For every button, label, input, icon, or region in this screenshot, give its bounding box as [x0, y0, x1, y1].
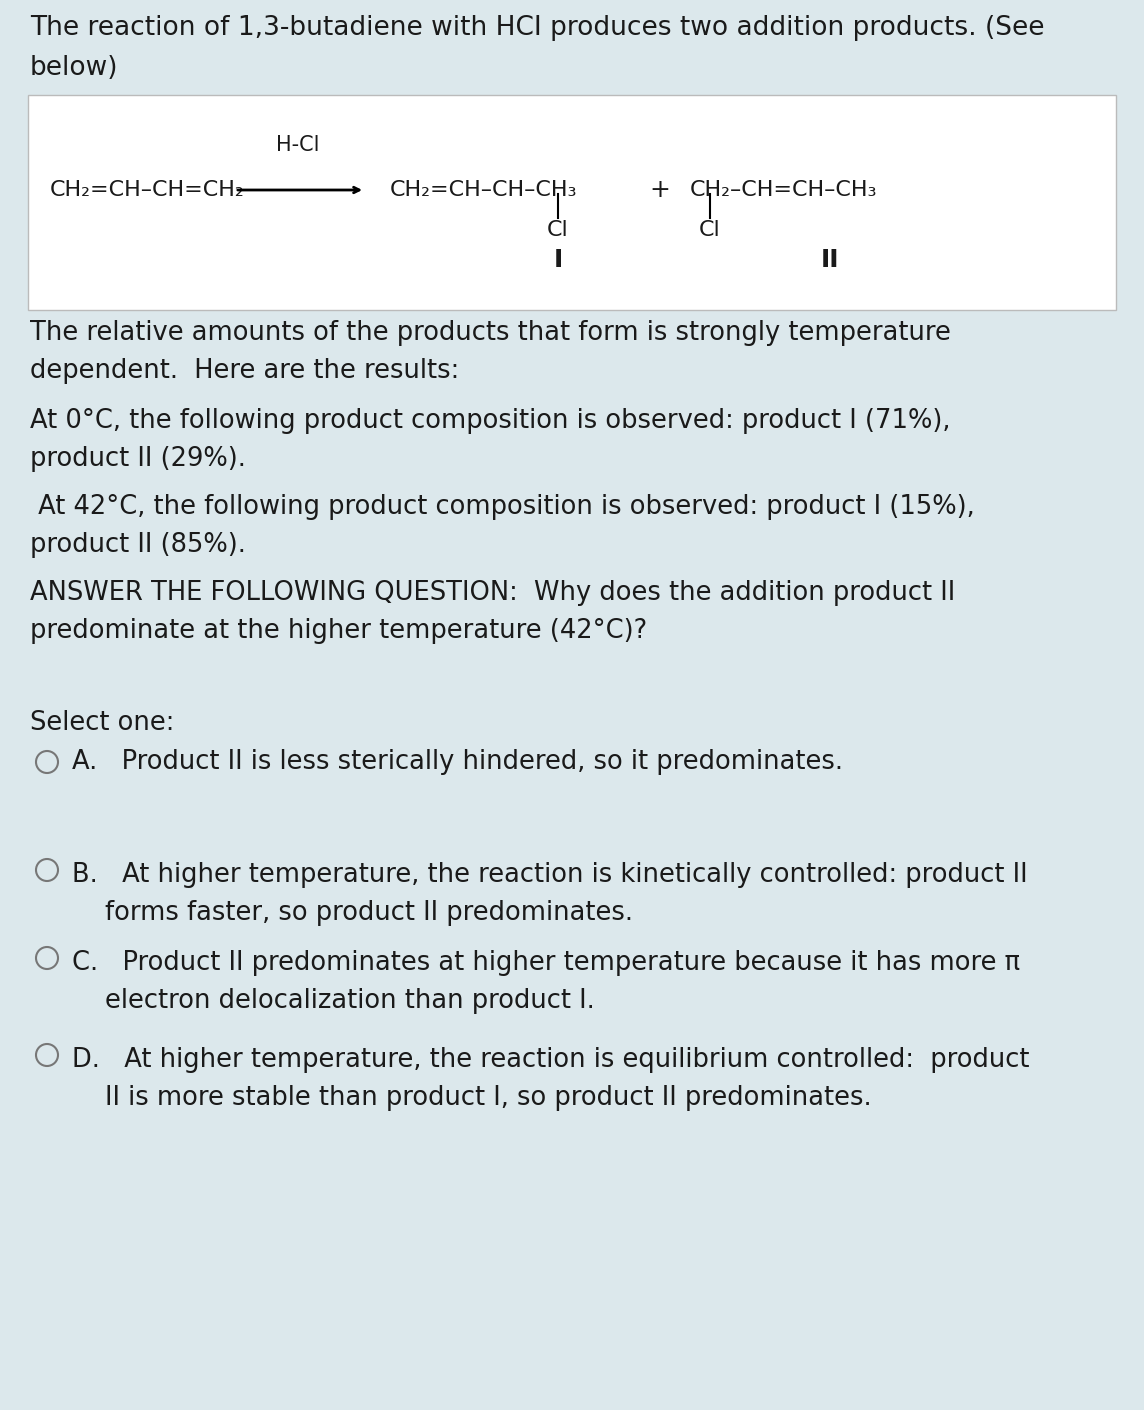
Text: B.   At higher temperature, the reaction is kinetically controlled: product II: B. At higher temperature, the reaction i…: [72, 862, 1027, 888]
Text: CH₂=CH–CH=CH₂: CH₂=CH–CH=CH₂: [50, 180, 245, 200]
Text: ANSWER THE FOLLOWING QUESTION:  Why does the addition product II: ANSWER THE FOLLOWING QUESTION: Why does …: [30, 580, 955, 606]
Text: electron delocalization than product I.: electron delocalization than product I.: [105, 988, 595, 1014]
Text: +: +: [650, 178, 670, 202]
Text: At 0°C, the following product composition is observed: product I (71%),: At 0°C, the following product compositio…: [30, 407, 951, 434]
Text: I: I: [554, 248, 563, 272]
Text: product II (85%).: product II (85%).: [30, 532, 246, 558]
Bar: [27, 94, 1117, 310]
Text: D.   At higher temperature, the reaction is equilibrium controlled:  product: D. At higher temperature, the reaction i…: [72, 1048, 1030, 1073]
Text: Cl: Cl: [699, 220, 721, 240]
Text: forms faster, so product II predominates.: forms faster, so product II predominates…: [105, 900, 633, 926]
Circle shape: [35, 948, 58, 969]
Text: dependent.  Here are the results:: dependent. Here are the results:: [30, 358, 459, 384]
Circle shape: [35, 752, 58, 773]
Text: predominate at the higher temperature (42°C)?: predominate at the higher temperature (4…: [30, 618, 648, 644]
Text: H-Cl: H-Cl: [276, 135, 320, 155]
Text: The relative amounts of the products that form is strongly temperature: The relative amounts of the products tha…: [30, 320, 951, 345]
Text: Select one:: Select one:: [30, 711, 174, 736]
Text: CH₂=CH–CH–CH₃: CH₂=CH–CH–CH₃: [390, 180, 578, 200]
Circle shape: [35, 1043, 58, 1066]
Text: below): below): [30, 55, 119, 80]
Text: C.   Product II predominates at higher temperature because it has more π: C. Product II predominates at higher tem…: [72, 950, 1020, 976]
Text: II: II: [820, 248, 840, 272]
Text: CH₂–CH=CH–CH₃: CH₂–CH=CH–CH₃: [690, 180, 877, 200]
Text: A.   Product II is less sterically hindered, so it predominates.: A. Product II is less sterically hindere…: [72, 749, 843, 776]
Text: The reaction of 1,3-butadiene with HCI produces two addition products. (See: The reaction of 1,3-butadiene with HCI p…: [30, 16, 1044, 41]
Text: II is more stable than product I, so product II predominates.: II is more stable than product I, so pro…: [105, 1086, 872, 1111]
Text: Cl: Cl: [547, 220, 569, 240]
Circle shape: [35, 859, 58, 881]
Text: product II (29%).: product II (29%).: [30, 446, 246, 472]
Text: At 42°C, the following product composition is observed: product I (15%),: At 42°C, the following product compositi…: [30, 493, 975, 520]
